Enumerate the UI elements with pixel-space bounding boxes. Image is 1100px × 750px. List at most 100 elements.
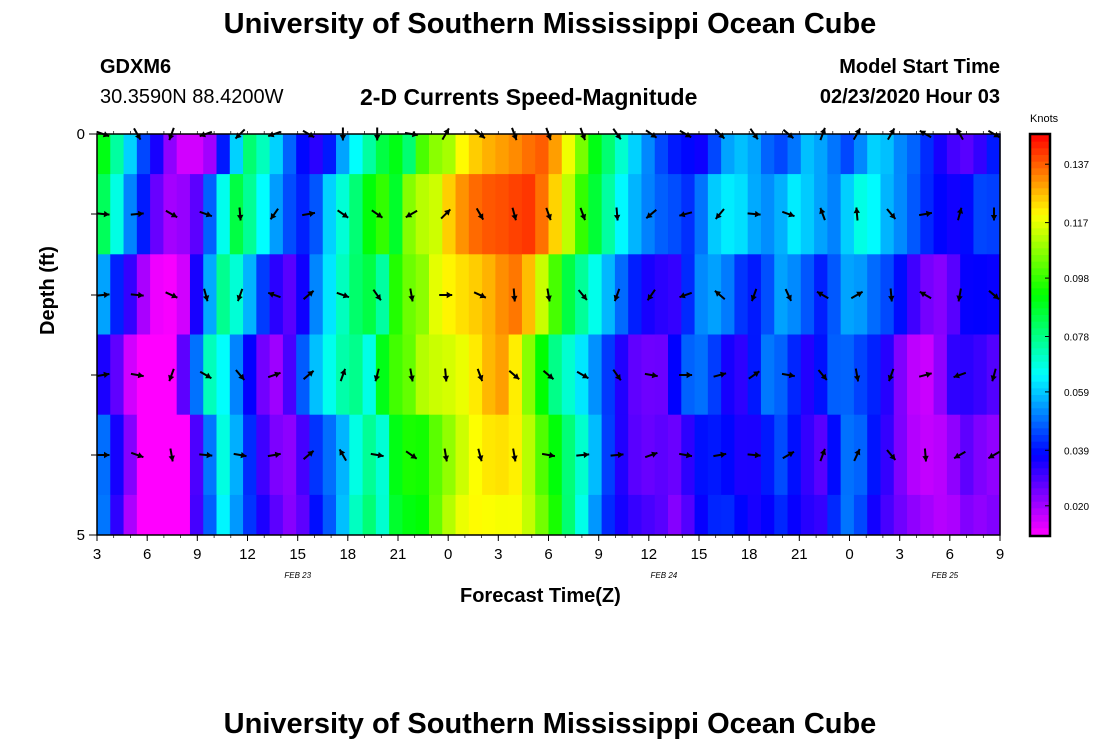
x-tick-label: 0 [444,546,452,563]
heat-cell [455,174,470,255]
heat-cell [840,174,855,255]
arrow-head [443,128,449,135]
heat-cell [654,494,669,536]
arrow-head [168,133,175,141]
arrow-head [720,451,727,458]
heat-cell [548,494,563,536]
heat-cell [229,254,244,335]
heat-cell [110,254,125,335]
arrow-head [446,291,453,299]
heat-cell [814,414,828,496]
arrow-head [137,372,144,379]
heat-cell [495,134,510,175]
colorbar-swatch [1031,521,1049,529]
heat-cell [535,174,550,255]
heat-cell [415,494,430,536]
heat-cell [535,334,550,416]
arrow-head [820,448,826,456]
heat-cell [415,174,430,255]
heat-cell [681,134,696,175]
heat-cell [601,334,616,416]
heat-cell [349,134,364,175]
colorbar-swatch [1031,361,1049,369]
heat-cell [508,174,523,255]
current-arrow [850,290,864,300]
arrow-head [478,132,485,139]
heat-cell [269,494,284,536]
heat-cell [150,174,164,255]
arrow-head [138,291,144,299]
heat-cell [322,134,337,175]
current-arrow [373,368,380,382]
heat-cell [389,174,404,255]
heat-cell [867,134,882,175]
arrow-head [307,370,314,377]
arrow-head [238,373,245,380]
arrow-head [511,133,518,141]
arrow-head [375,294,381,301]
heat-cell [907,174,921,255]
current-arrow [988,290,1000,300]
heat-cell [97,494,111,536]
arrow-head [583,451,590,459]
current-arrow [781,210,795,218]
heat-cell [309,414,324,496]
heat-cell [203,254,218,335]
arrow-head [785,294,792,301]
heat-cell [960,334,975,416]
current-arrow [816,290,829,300]
heat-cell [535,254,550,335]
heat-cell [601,174,616,255]
heat-cell [428,334,443,416]
x-tick-label: 15 [691,546,708,563]
heat-cell [694,414,709,496]
colorbar-swatch [1031,395,1049,403]
heat-cell [216,174,231,255]
current-arrow [511,288,518,302]
current-arrow [987,450,1001,460]
heat-cell [123,494,138,536]
arrow-head [956,295,963,302]
heat-cell [880,254,895,335]
arrow-head [819,207,826,215]
colorbar-tick-label: 0.078 [1064,333,1089,344]
colorbar-swatch [1031,468,1049,476]
colorbar-swatch [1031,281,1049,289]
colorbar-swatch [1031,355,1049,363]
heat-cell [482,494,496,536]
arrow-head [545,295,552,302]
current-arrow [545,288,552,302]
heat-cell [575,494,589,536]
heat-cell [455,414,470,496]
arrow-head [988,452,995,459]
heat-cell [654,174,669,255]
heat-cell [588,254,603,335]
arrow-head [307,290,314,297]
colorbar-swatch [1031,441,1049,449]
heat-cell [468,174,483,255]
heat-cell [243,334,257,416]
heat-cell [814,134,828,175]
heat-cell [986,134,1001,175]
heat-cell [893,334,908,416]
heat-cell [296,254,311,335]
colorbar-swatch [1031,155,1049,163]
current-arrow [199,370,212,380]
heat-cell [468,334,483,416]
heat-cell [229,134,244,175]
heat-cell [707,334,722,416]
heat-cell [309,174,324,255]
heat-cell [336,494,350,536]
x-tick-label: 3 [93,546,101,563]
arrow-head [679,211,686,218]
heat-cell [521,334,536,416]
arrow-head [580,213,587,221]
arrow-head [138,210,144,218]
heat-cell [309,494,324,536]
heat-cell [402,254,417,335]
heat-cell [588,174,603,255]
heat-cell [601,414,616,496]
arrow-head [511,214,518,221]
current-arrow [96,291,110,299]
current-arrow [165,291,178,299]
